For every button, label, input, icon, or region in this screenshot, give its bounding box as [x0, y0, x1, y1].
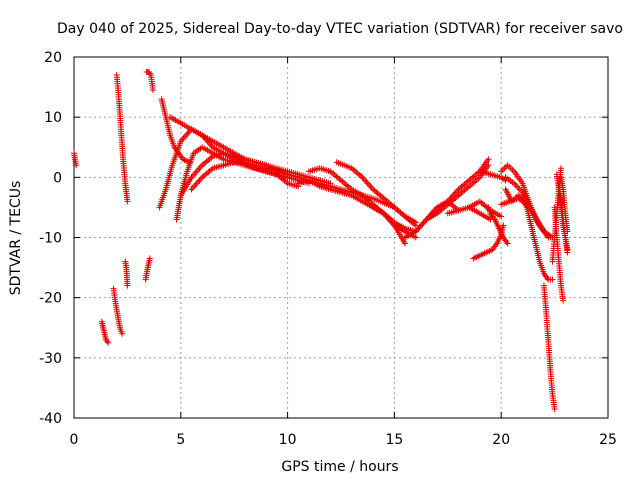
data-point: [193, 180, 200, 187]
x-tick-label: 15: [385, 432, 403, 448]
x-tick-label: 5: [176, 432, 185, 448]
data-point: [73, 162, 80, 169]
data-point: [504, 240, 511, 247]
data-point: [420, 219, 427, 226]
data-point: [195, 178, 202, 185]
series-g4: [502, 174, 552, 241]
series-t0: [71, 150, 80, 169]
series-f1: [470, 222, 507, 262]
data-point: [419, 220, 426, 227]
series-a1: [98, 318, 112, 346]
data-point: [412, 219, 419, 226]
series-d4: [333, 159, 419, 226]
series-h1: [540, 282, 558, 412]
series-a3: [122, 258, 131, 289]
y-tick-label: -40: [39, 411, 62, 427]
data-point: [362, 177, 369, 184]
data-points: [71, 69, 571, 412]
y-tick-label: 20: [44, 50, 62, 66]
x-tick-label: 0: [70, 432, 79, 448]
y-tick-label: -20: [39, 291, 62, 307]
data-point: [189, 184, 196, 191]
series-e3: [444, 204, 494, 223]
data-point: [196, 177, 203, 184]
data-point: [197, 175, 204, 182]
series-a2: [110, 285, 126, 337]
data-point: [402, 240, 409, 247]
data-point: [558, 165, 565, 172]
series-b2: [143, 69, 157, 94]
data-point: [545, 234, 552, 241]
data-point: [498, 213, 505, 220]
data-point: [564, 246, 571, 253]
data-point: [124, 198, 131, 205]
data-point: [485, 162, 492, 169]
y-tick-label: 0: [53, 170, 62, 186]
data-point: [197, 163, 204, 170]
data-point: [360, 175, 367, 182]
y-tick-label: -10: [39, 231, 62, 247]
data-point: [367, 183, 374, 190]
data-point: [192, 181, 199, 188]
data-point: [368, 184, 375, 191]
series-b3: [142, 255, 153, 283]
data-point: [146, 255, 153, 262]
data-point: [560, 297, 567, 304]
data-point: [192, 169, 199, 176]
y-axis-label: SDTVAR / TECUs: [8, 181, 24, 296]
data-point: [500, 222, 507, 229]
data-point: [180, 135, 187, 142]
grid: [74, 57, 608, 418]
data-point: [412, 234, 419, 241]
data-point: [363, 178, 370, 185]
data-point: [181, 133, 188, 140]
chart-title: Day 040 of 2025, Sidereal Day-to-day VTE…: [57, 21, 623, 37]
data-point: [183, 132, 190, 139]
data-point: [549, 276, 556, 283]
data-point: [512, 181, 519, 188]
data-point: [104, 338, 111, 345]
data-point: [119, 330, 126, 337]
data-point: [196, 165, 203, 172]
data-point: [195, 166, 202, 173]
series-h3: [551, 204, 567, 304]
data-point: [193, 168, 200, 175]
y-tick-label: 10: [44, 110, 62, 126]
data-point: [551, 405, 558, 412]
data-point: [124, 282, 131, 289]
series-e2: [423, 162, 492, 223]
y-tick-label: -30: [39, 351, 62, 367]
x-tick-label: 20: [492, 432, 510, 448]
series-e1: [402, 156, 492, 241]
data-point: [191, 183, 198, 190]
series-b1: [113, 72, 131, 205]
data-point: [184, 130, 191, 137]
data-point: [485, 156, 492, 163]
series-e5: [476, 168, 509, 184]
series-c6: [188, 159, 419, 229]
x-tick-label: 10: [279, 432, 297, 448]
series-c4: [177, 150, 334, 199]
data-point: [418, 222, 425, 229]
series-h6: [558, 174, 571, 235]
data-point: [364, 180, 371, 187]
data-point: [150, 87, 157, 94]
data-point: [416, 223, 423, 230]
data-point: [564, 228, 571, 235]
axis-ticks: 0 5 10 15 20 25 -40 -30 -20 -10 0 10 20: [39, 50, 617, 448]
x-tick-label: 25: [599, 432, 617, 448]
data-point: [105, 339, 112, 346]
data-point: [191, 171, 198, 178]
data-point: [188, 186, 195, 193]
series-d1: [263, 168, 302, 190]
x-axis-label: GPS time / hours: [281, 459, 398, 475]
data-point: [366, 181, 373, 188]
series-c5: [167, 114, 291, 178]
data-point: [513, 183, 520, 190]
